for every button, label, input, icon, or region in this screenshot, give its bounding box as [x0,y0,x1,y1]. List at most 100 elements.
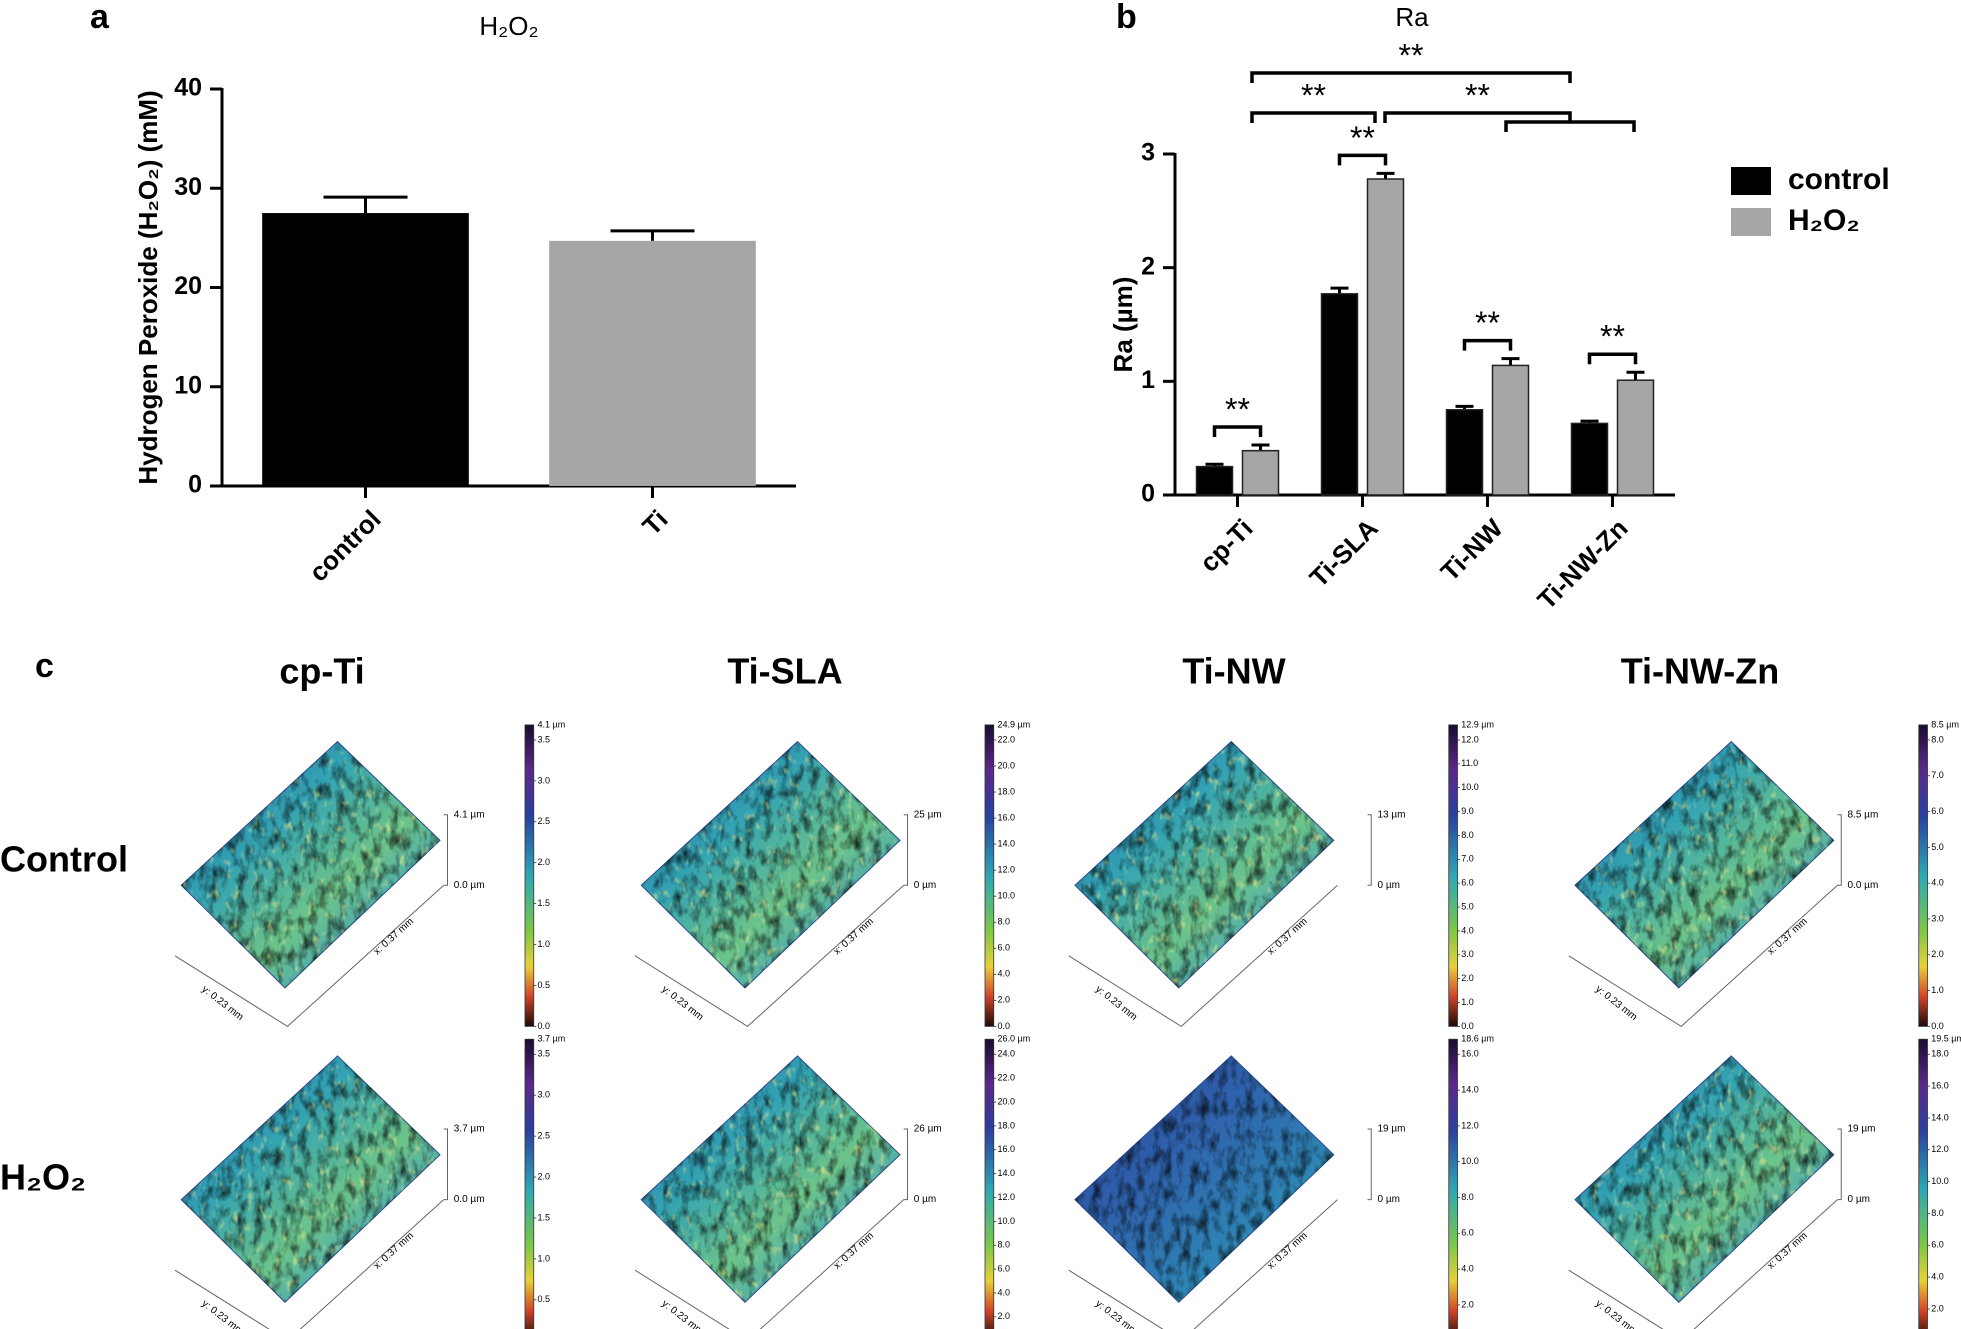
x-axis-label: x: 0.37 mm [1766,1230,1810,1271]
surface-highlights [1575,1055,1834,1303]
bar [1491,364,1530,496]
colorbar-tick-label: 3.5 [538,734,551,744]
colorbar-tick-label: 4.0 [998,1287,1011,1297]
x-axis-label: x: 0.37 mm [1266,1230,1310,1271]
colorbar-tick-label: 1.0 [1461,997,1474,1007]
panel-label: a [90,0,110,36]
x-axis-label: x: 0.37 mm [1266,916,1310,957]
y-axis-label: Hydrogen Peroxide (H₂O₂) (mM) [133,90,163,484]
z-max-label: 25 µm [914,809,942,820]
colorbar-tick-label: 0.5 [538,1294,551,1304]
colorbar-tick-label: 14.0 [1931,1112,1949,1122]
z-max-label: 26 µm [914,1124,942,1135]
colorbar [1918,1038,1928,1329]
significance-bracket [1250,111,1377,123]
significance-bracket [1462,338,1513,351]
colorbar-tick-label: 14.0 [1461,1084,1479,1094]
colorbar-tick-label: 8.0 [1461,1192,1474,1202]
z-axis [1367,1128,1372,1201]
colorbar-tick-label: 12.0 [998,1192,1016,1202]
colorbar [1448,724,1458,1027]
colorbar-tick-label: 4.0 [1931,1271,1944,1281]
error-bar [323,195,408,214]
y-tick-label: 1 [1141,366,1155,394]
z-axis [1837,1128,1842,1201]
colorbar-tick-label: 16.0 [1931,1081,1949,1091]
axis-frame [1568,884,1838,1028]
colorbar-tick-label: 5.0 [1461,901,1474,911]
legend-label: control [1788,163,1890,196]
colorbar-tick-label: 24.0 [998,1049,1016,1059]
colorbar-tick-label: 0.0 [1931,1021,1944,1031]
y-tick-label: 3 [1141,139,1155,167]
colorbar-tick-label: 16.0 [998,1144,1016,1154]
colorbar-tick-label: 8.0 [1931,734,1944,744]
significance-label: ** [1350,120,1375,156]
colorbar [524,724,535,1027]
y-axis-label: y: 0.23 mm [660,984,706,1023]
colorbar-tick-label: 10.0 [1461,1156,1479,1166]
panel-label: b [1116,0,1137,36]
significance-bracket [1383,111,1572,123]
bar [1366,178,1405,496]
x-tick-label: Ti-SLA [1303,513,1383,593]
z-max-label: 4.1 µm [454,809,485,820]
significance-bracket [1212,425,1263,437]
y-axis-label: y: 0.23 mm [1093,1298,1139,1329]
axis-frame [1568,1199,1838,1329]
colorbar-tick-label: 12.0 [1461,1120,1479,1130]
row-label: H₂O₂ [0,1157,86,1198]
colorbar-tick-label: 2.0 [538,857,551,867]
axis-frame [1068,1199,1338,1329]
column-title: Ti-SLA [727,651,842,692]
colorbar-tick-label: 1.0 [1931,985,1944,995]
column-title: Ti-NW [1182,651,1285,692]
colorbar-tick-label: 11.0 [1461,758,1478,768]
x-axis-label: x: 0.37 mm [832,916,876,957]
colorbar-tick-label: 0.0 [1461,1021,1474,1031]
error-bar [1501,357,1520,366]
panel-label: c [35,647,54,685]
colorbar-tick-label: 8.0 [998,917,1011,927]
x-axis-label: x: 0.37 mm [1766,916,1810,957]
colorbar-max-label: 12.9 µm [1461,719,1494,729]
error-bar [1376,171,1395,180]
surface-texture [1075,1055,1334,1303]
colorbar-tick-label: 3.0 [538,1090,551,1100]
z-min-label: 0 µm [1378,1194,1400,1205]
significance-bracket [1587,352,1638,365]
bar [1195,465,1234,496]
colorbar-tick-label: 0.0 [998,1021,1011,1031]
row-label: Control [0,839,128,880]
colorbar-tick-label: 3.0 [538,775,551,785]
colorbar-tick-label: 10.0 [998,891,1016,901]
y-tick-label: 10 [174,371,202,399]
colorbar-tick-label: 1.5 [538,1212,551,1222]
colorbar-tick-label: 14.0 [998,1168,1016,1178]
axis-frame [174,884,445,1028]
z-max-label: 13 µm [1378,809,1406,820]
y-axis-label: y: 0.23 mm [1593,984,1639,1023]
colorbar-tick-label: 0.0 [538,1021,551,1031]
z-max-label: 19 µm [1378,1124,1406,1135]
z-axis [903,1128,908,1201]
colorbar-tick-label: 18.0 [998,786,1016,796]
significance-label: ** [1399,37,1424,73]
z-min-label: 0.0 µm [454,1194,485,1205]
bar [549,240,756,486]
x-axis-label: x: 0.37 mm [372,1230,416,1271]
colorbar-tick-label: 2.0 [1931,1303,1944,1313]
colorbar-tick-label: 5.0 [1931,842,1944,852]
colorbar-tick-label: 9.0 [1461,806,1474,816]
error-bar [1330,286,1349,294]
colorbar-tick-label: 10.0 [1461,782,1479,792]
colorbar-tick-label: 2.0 [1461,1299,1474,1309]
colorbar-tick-label: 20.0 [998,760,1016,770]
significance-bracket [1504,120,1636,132]
colorbar-tick-label: 7.0 [1931,770,1944,780]
chart-title: H₂O₂ [479,11,538,41]
z-axis [903,814,908,886]
error-bar [1251,443,1270,451]
